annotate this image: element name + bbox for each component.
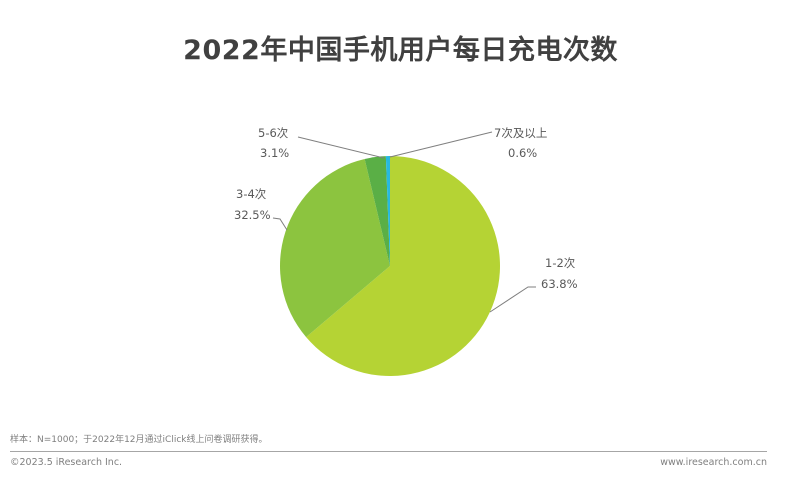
label-3-4-name: 3-4次 bbox=[236, 187, 267, 201]
label-5-6-name: 5-6次 bbox=[258, 126, 289, 140]
sample-note: 样本：N=1000；于2022年12月通过iClick线上问卷调研获得。 bbox=[10, 435, 268, 445]
chart-title: 2022年中国手机用户每日充电次数 bbox=[183, 35, 618, 66]
pie-slice-2 bbox=[364, 156, 390, 266]
label-3-4-value: 32.5% bbox=[234, 208, 271, 222]
leader-line-3-4 bbox=[272, 217, 288, 231]
label-7plus-value: 0.6% bbox=[508, 146, 537, 160]
footer-divider bbox=[10, 451, 767, 452]
leader-line-1-2 bbox=[489, 286, 536, 313]
label-5-6-value: 3.1% bbox=[260, 146, 289, 160]
leader-line-7plus bbox=[389, 131, 493, 158]
pie-slices bbox=[280, 156, 500, 377]
pie-slice-3 bbox=[385, 156, 390, 266]
website-link[interactable]: www.iresearch.com.cn bbox=[660, 457, 767, 468]
copyright: ©2023.5 iResearch Inc. bbox=[10, 457, 123, 468]
label-7plus-name: 7次及以上 bbox=[494, 126, 547, 140]
leader-line-5-6 bbox=[297, 136, 385, 159]
pie-slice-1 bbox=[280, 158, 390, 338]
label-1-2-name: 1-2次 bbox=[545, 256, 576, 270]
label-1-2-value: 63.8% bbox=[541, 277, 578, 291]
pie-slice-0 bbox=[306, 156, 500, 377]
